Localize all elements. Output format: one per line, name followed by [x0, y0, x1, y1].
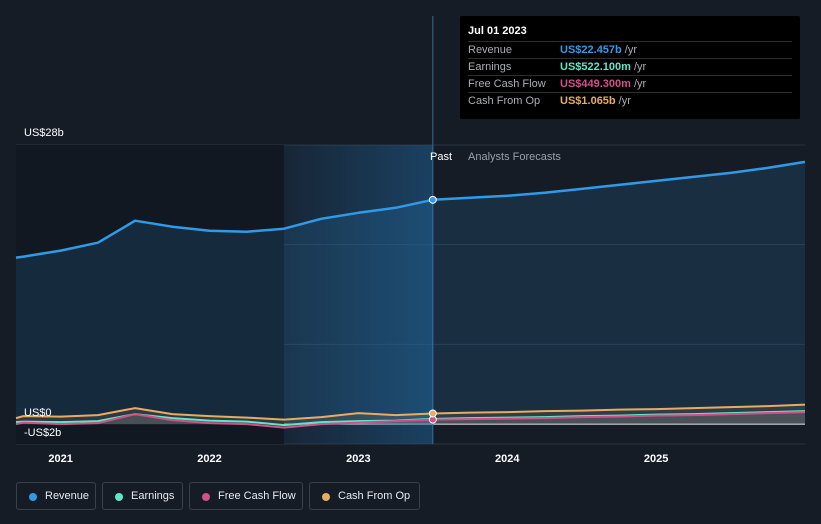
legend-item-earnings[interactable]: Earnings — [102, 482, 183, 510]
tooltip-label: Cash From Op — [468, 95, 541, 107]
series-lines — [15, 160, 806, 429]
revenue-marker[interactable] — [428, 195, 437, 204]
tooltip-label: Free Cash Flow — [468, 78, 546, 90]
revenue-dot-icon — [29, 493, 37, 501]
x-tick-label: 2023 — [346, 453, 370, 465]
free-cash-flow-dot-icon — [202, 493, 210, 501]
tooltip-value: US$522.100m — [560, 61, 631, 73]
tooltip-unit: /yr — [633, 61, 647, 73]
legend-label: Cash From Op — [338, 490, 411, 502]
tooltip-unit: /yr — [618, 95, 631, 107]
tooltip-date: Jul 01 2023 — [468, 25, 527, 37]
legend-label: Earnings — [131, 490, 175, 502]
cash-from-op-area — [16, 404, 805, 425]
revenue-line — [15, 160, 806, 259]
tooltip-value: US$449.300m — [560, 78, 631, 90]
tooltip-label: Earnings — [468, 61, 512, 73]
cash-from-op-line — [15, 403, 806, 421]
x-axis-ticks: 2021 2022 2023 2024 2025 — [48, 453, 668, 465]
x-tick-label: 2024 — [495, 453, 520, 465]
past-shaded-region — [16, 16, 434, 444]
tooltip-unit: /yr — [633, 78, 647, 90]
tooltip-row-revenue: Revenue US$22.457b/yr — [468, 41, 792, 59]
y-label-zero: US$0 — [24, 407, 52, 419]
y-label-bottom: -US$2b — [24, 427, 61, 439]
revenue-area — [16, 161, 805, 425]
tooltip-value: US$22.457b — [560, 44, 622, 56]
legend-item-cash-from-op[interactable]: Cash From Op — [309, 482, 420, 510]
legend-label: Revenue — [45, 490, 90, 502]
x-tick-label: 2021 — [48, 453, 72, 465]
earnings-dot-icon — [115, 493, 123, 501]
past-background — [16, 145, 284, 444]
series-markers — [428, 195, 437, 424]
legend-item-free-cash-flow[interactable]: Free Cash Flow — [189, 482, 303, 510]
tooltip-row-cash-from-op: Cash From Op US$1.065b/yr — [468, 92, 792, 110]
past-label: Past — [430, 151, 452, 163]
forecast-label: Analysts Forecasts — [468, 151, 561, 163]
free-cash-flow-line — [15, 411, 806, 429]
tooltip-row-free-cash-flow: Free Cash Flow US$449.300m/yr — [468, 75, 792, 93]
tooltip: Jul 01 2023 Revenue US$22.457b/yr Earnin… — [460, 16, 800, 119]
cash-from-op-dot-icon — [322, 493, 330, 501]
legend-label: Free Cash Flow — [218, 490, 296, 502]
cash-from-op-marker[interactable] — [428, 409, 437, 418]
tooltip-label: Revenue — [468, 44, 513, 56]
tooltip-row-earnings: Earnings US$522.100m/yr — [468, 58, 792, 76]
x-tick-label: 2025 — [644, 453, 668, 465]
axis-labels: US$28b US$0 -US$2b Past Analysts Forecas… — [24, 127, 561, 439]
y-label-top: US$28b — [24, 127, 64, 139]
x-tick-label: 2022 — [197, 453, 221, 465]
recent-past-shade — [283, 145, 433, 444]
legend-item-revenue[interactable]: Revenue — [16, 482, 96, 510]
tooltip-unit: /yr — [624, 44, 637, 56]
tooltip-value: US$1.065b — [560, 95, 616, 107]
